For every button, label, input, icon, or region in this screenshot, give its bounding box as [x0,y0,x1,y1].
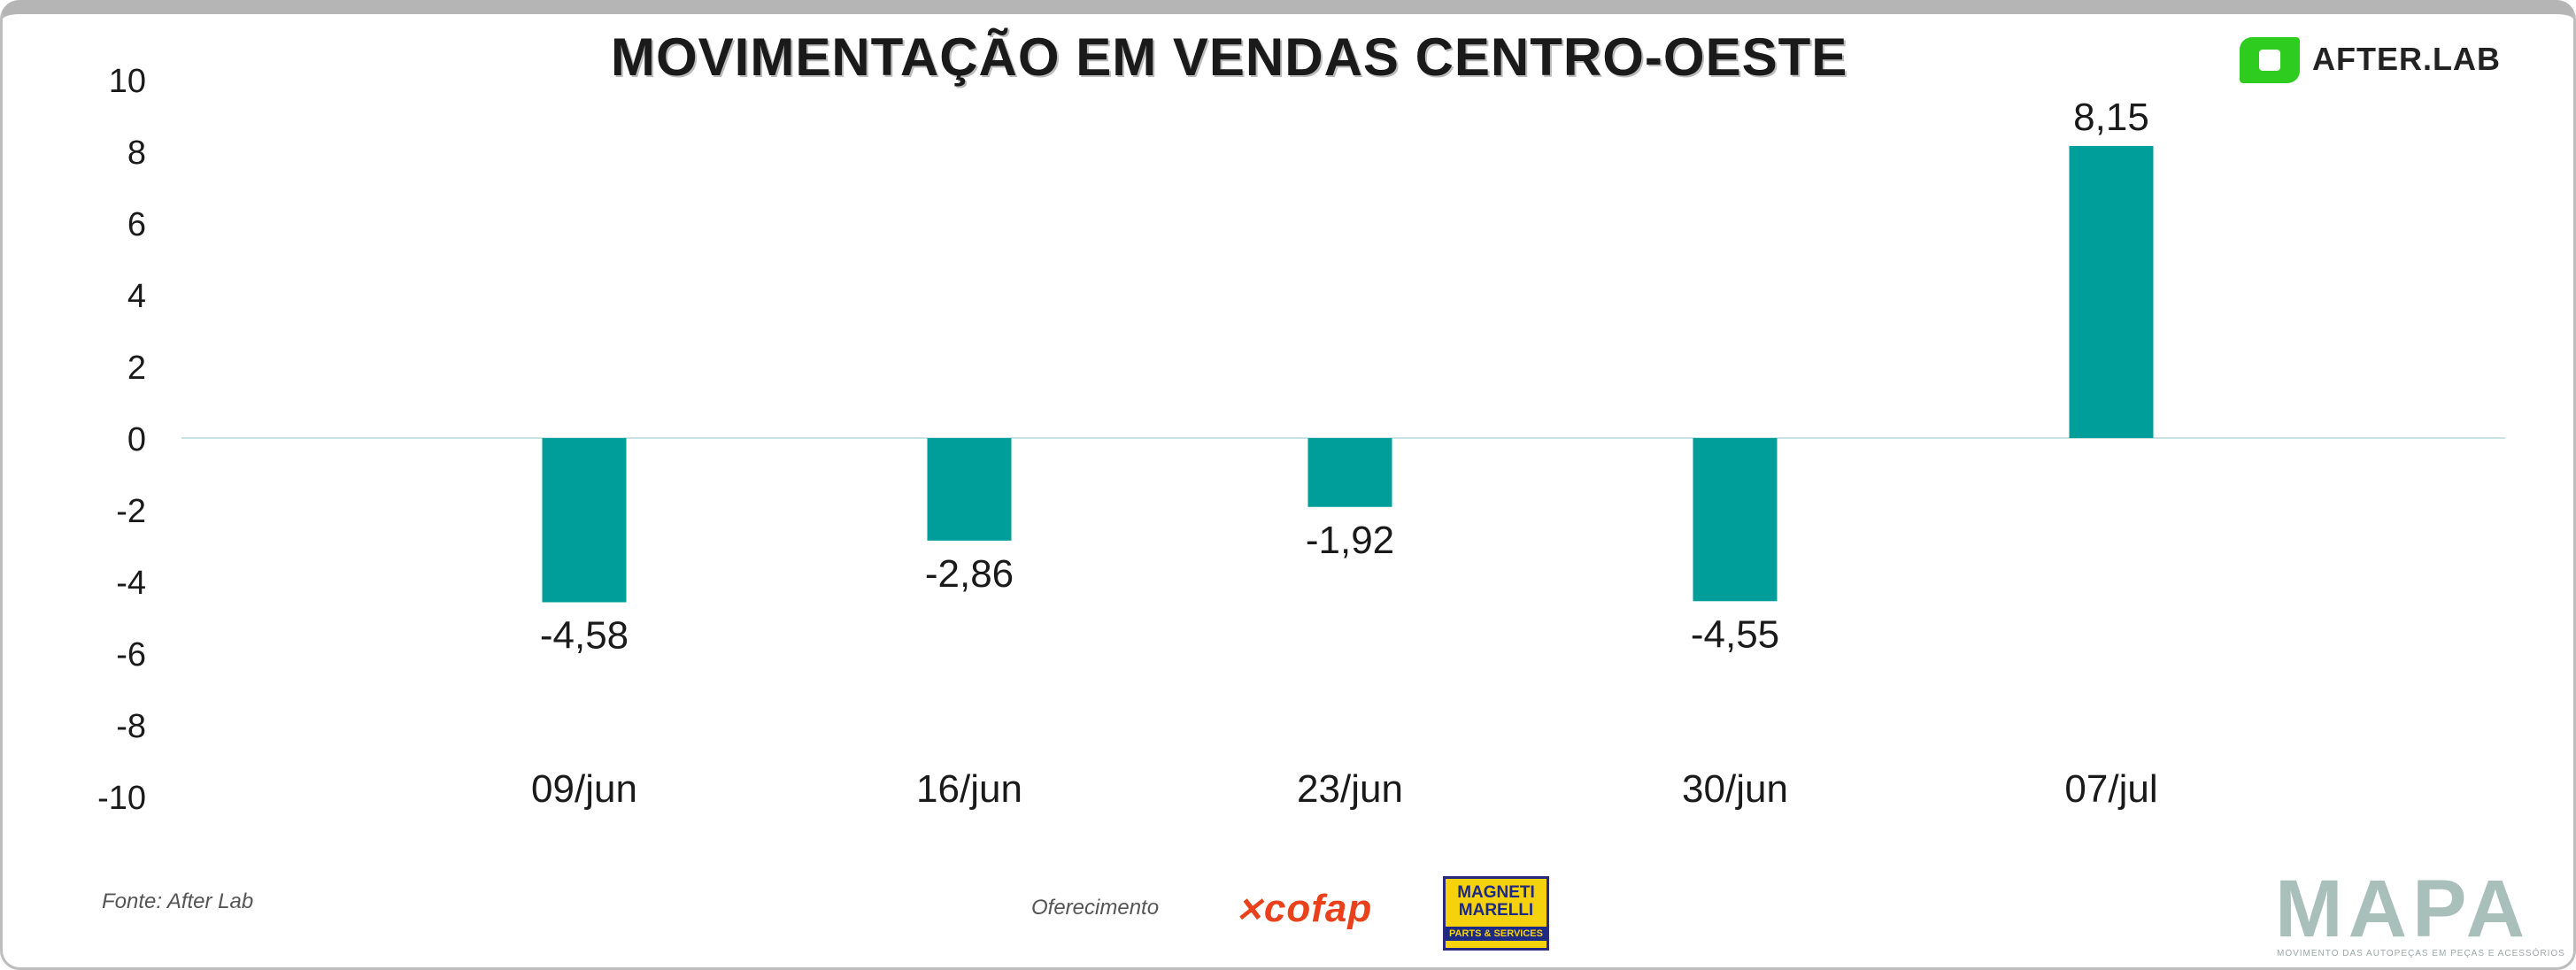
value-label: -4,58 [540,613,629,657]
bar-30-jun [1693,438,1778,602]
value-label: 8,15 [2073,96,2149,139]
bar-16-jun [927,438,1012,541]
category-label: 07/jul [2064,767,2157,811]
y-tick-label: 8 [127,135,146,172]
mapa-logo: MAPA [2275,864,2531,954]
category-label: 16/jun [916,767,1022,811]
value-label: -4,55 [1691,612,1779,656]
bar-09-jun [542,438,627,603]
cofap-logo: ✕cofap [1235,887,1373,930]
afterlab-logo: AFTER.LAB [2240,35,2514,89]
value-label: -1,92 [1306,519,1394,562]
value-label: -2,86 [925,552,1014,596]
source-note: Fonte: After Lab [102,889,254,913]
value-labels: -4,58 -2,86 -1,92 -4,55 8,15 [540,96,2149,658]
y-tick-label: -2 [116,493,146,530]
bar-07-jul [2069,145,2154,439]
sponsor-label: Oferecimento [1031,896,1160,920]
category-label: 09/jun [531,767,637,811]
category-label: 23/jun [1297,767,1403,811]
category-labels: 09/jun 16/jun 23/jun 30/jun 07/jul [531,767,2158,811]
afterlab-logo-icon [2240,37,2300,83]
y-tick-label: -8 [116,708,146,745]
y-tick-label: 6 [127,206,146,243]
category-label: 30/jun [1682,767,1788,811]
mapa-tagline: MOVIMENTO DAS AUTOPEÇAS EM PEÇAS E ACESS… [2277,949,2565,958]
y-axis-ticks: 10 8 6 4 2 0 -2 -4 -6 -8 -10 [97,63,146,817]
chart-title: MOVIMENTAÇÃO EM VENDAS CENTRO-OESTE [611,27,1848,87]
bars [542,145,2154,603]
y-tick-label: 10 [109,63,146,100]
y-tick-label: 2 [127,350,146,387]
y-tick-label: -4 [116,565,146,602]
magneti-marelli-logo: MAGNETI MARELLI PARTS & SERVICES [1443,876,1549,951]
y-tick-label: -10 [97,780,146,817]
afterlab-logo-text: AFTER.LAB [2312,41,2501,77]
bar-23-jun [1307,438,1392,507]
y-tick-label: -6 [116,636,146,674]
y-tick-label: 4 [127,278,146,315]
y-tick-label: 0 [127,421,146,458]
